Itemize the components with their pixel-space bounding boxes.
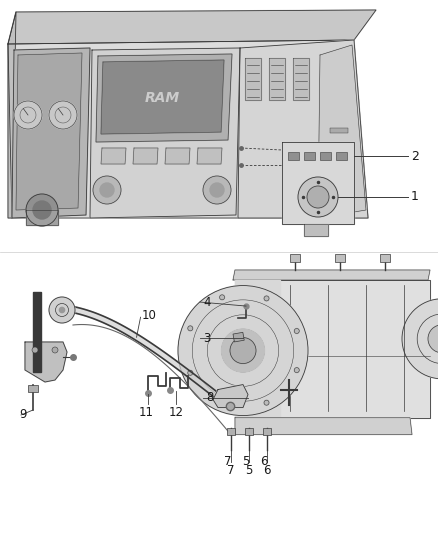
Text: 6: 6 bbox=[260, 455, 268, 468]
Text: 1: 1 bbox=[411, 190, 419, 204]
Bar bbox=[304, 152, 315, 160]
Polygon shape bbox=[33, 292, 41, 372]
Polygon shape bbox=[318, 45, 366, 218]
Circle shape bbox=[219, 401, 225, 406]
Polygon shape bbox=[238, 40, 368, 218]
Polygon shape bbox=[197, 148, 222, 164]
Text: 7: 7 bbox=[227, 464, 235, 477]
Polygon shape bbox=[96, 54, 232, 142]
Polygon shape bbox=[90, 48, 240, 218]
Circle shape bbox=[49, 101, 77, 129]
Circle shape bbox=[188, 326, 193, 331]
Circle shape bbox=[178, 286, 308, 416]
Bar bbox=[233, 332, 244, 342]
Circle shape bbox=[100, 183, 114, 197]
Text: 9: 9 bbox=[19, 408, 27, 422]
Circle shape bbox=[26, 194, 58, 226]
Circle shape bbox=[264, 296, 269, 301]
Bar bbox=[320, 152, 331, 160]
Text: 2: 2 bbox=[411, 149, 419, 163]
Text: 5: 5 bbox=[242, 455, 250, 468]
Polygon shape bbox=[74, 307, 232, 408]
Polygon shape bbox=[133, 148, 158, 164]
Text: RAM: RAM bbox=[145, 91, 180, 105]
Text: 10: 10 bbox=[141, 309, 156, 322]
Polygon shape bbox=[269, 58, 285, 100]
Polygon shape bbox=[12, 48, 90, 218]
Circle shape bbox=[52, 347, 58, 353]
Polygon shape bbox=[235, 280, 280, 418]
Polygon shape bbox=[213, 385, 248, 408]
Polygon shape bbox=[235, 418, 412, 434]
Polygon shape bbox=[8, 40, 368, 218]
Text: 4: 4 bbox=[203, 296, 211, 309]
Bar bbox=[28, 385, 38, 392]
Text: 3: 3 bbox=[203, 332, 210, 344]
Circle shape bbox=[428, 325, 438, 353]
Circle shape bbox=[298, 177, 338, 217]
Polygon shape bbox=[8, 10, 376, 44]
Polygon shape bbox=[282, 142, 354, 224]
Circle shape bbox=[32, 347, 38, 353]
Polygon shape bbox=[293, 58, 309, 100]
Text: 8: 8 bbox=[206, 391, 213, 404]
Polygon shape bbox=[165, 148, 190, 164]
Text: 12: 12 bbox=[169, 406, 184, 419]
Polygon shape bbox=[233, 270, 430, 280]
Circle shape bbox=[49, 297, 75, 323]
Bar bbox=[227, 427, 235, 434]
Bar bbox=[336, 152, 347, 160]
Bar bbox=[263, 427, 271, 434]
Text: 6: 6 bbox=[263, 464, 271, 477]
Circle shape bbox=[14, 101, 42, 129]
Text: 7: 7 bbox=[224, 455, 232, 468]
Circle shape bbox=[203, 176, 231, 204]
Bar bbox=[288, 152, 299, 160]
Circle shape bbox=[307, 186, 329, 208]
Circle shape bbox=[222, 329, 265, 372]
Bar bbox=[335, 254, 345, 262]
Polygon shape bbox=[101, 148, 126, 164]
Circle shape bbox=[264, 400, 269, 405]
Circle shape bbox=[60, 308, 64, 312]
Polygon shape bbox=[25, 342, 67, 382]
Polygon shape bbox=[101, 60, 224, 134]
Circle shape bbox=[294, 368, 299, 373]
Polygon shape bbox=[245, 58, 261, 100]
Circle shape bbox=[219, 295, 225, 300]
Polygon shape bbox=[8, 12, 16, 218]
Circle shape bbox=[210, 183, 224, 197]
Circle shape bbox=[230, 337, 256, 364]
Polygon shape bbox=[235, 280, 430, 418]
Text: 5: 5 bbox=[245, 464, 253, 477]
Circle shape bbox=[402, 299, 438, 379]
Bar bbox=[330, 128, 348, 133]
Text: 11: 11 bbox=[138, 406, 153, 419]
Polygon shape bbox=[26, 210, 58, 225]
Bar bbox=[290, 254, 300, 262]
Circle shape bbox=[93, 176, 121, 204]
Polygon shape bbox=[16, 53, 82, 210]
Bar bbox=[380, 254, 390, 262]
Circle shape bbox=[33, 201, 51, 219]
Circle shape bbox=[294, 328, 299, 334]
Polygon shape bbox=[304, 224, 328, 236]
Bar bbox=[245, 427, 253, 434]
Circle shape bbox=[188, 370, 193, 375]
